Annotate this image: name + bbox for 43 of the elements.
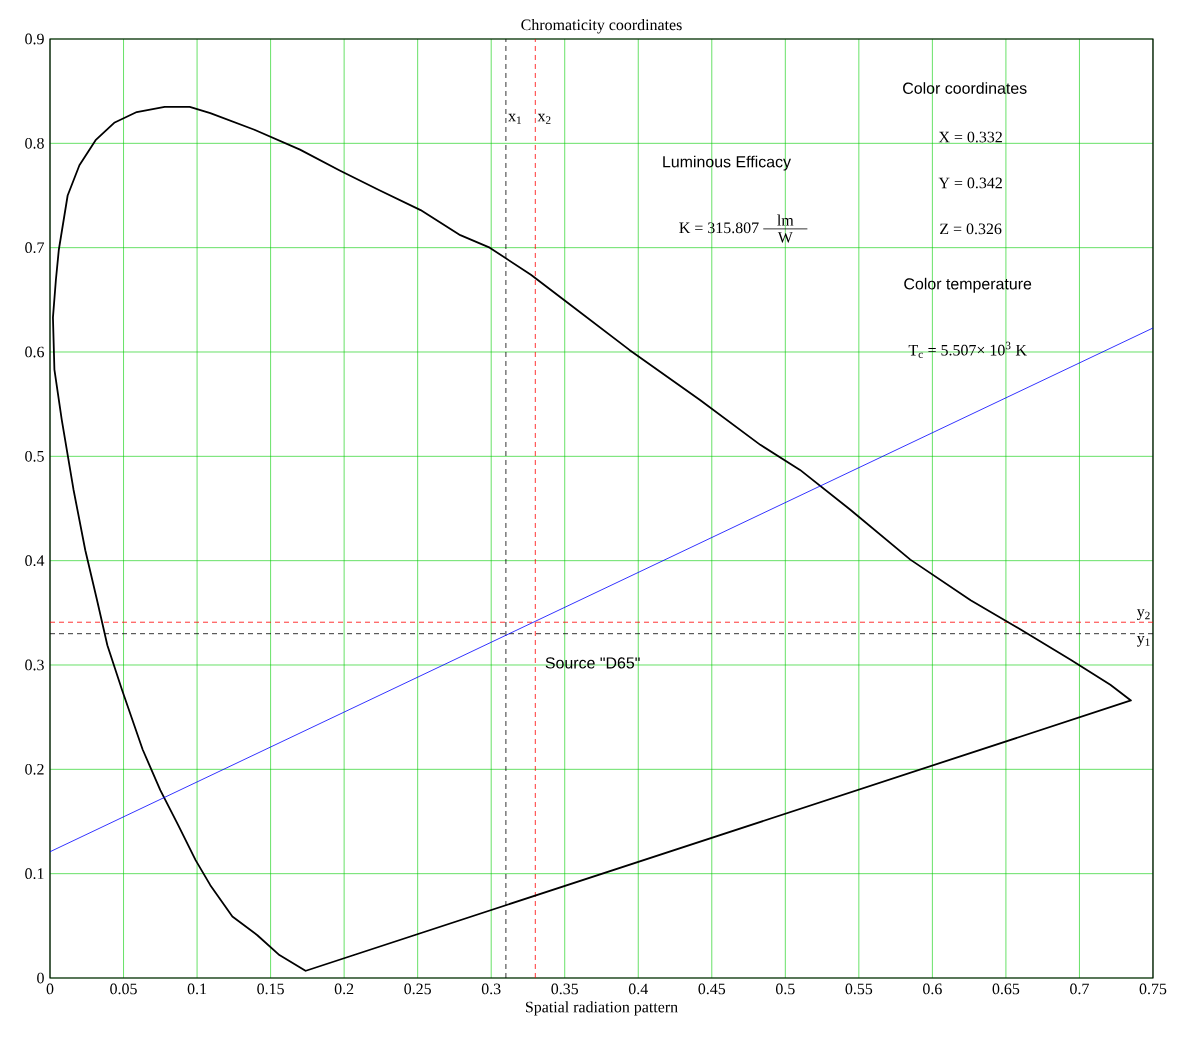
x-tick-label: 0 — [46, 983, 54, 995]
annotation: W — [777, 232, 793, 243]
x-tick-label: 0.05 — [110, 983, 137, 995]
ref-line-label: x$_{2}$ — [537, 113, 551, 124]
y-tick-label: 0.2 — [25, 763, 44, 775]
x-axis-title: Spatial radiation pattern — [525, 1001, 678, 1016]
y-tick-label: 0.3 — [25, 659, 44, 671]
x-tick-label: 0.1 — [187, 983, 207, 995]
y-tick-label: 0.4 — [25, 555, 45, 567]
x-tick-label: 0.45 — [698, 983, 726, 995]
y-tick-label: 0.8 — [25, 137, 44, 149]
y-tick-label: 0.7 — [25, 242, 45, 254]
annotation: Color temperature — [904, 277, 1032, 293]
x-tick-label: 0.3 — [481, 983, 501, 995]
annotation: lm — [777, 214, 794, 226]
x-tick-label: 0.7 — [1070, 983, 1089, 995]
x-tick-label: 0.25 — [404, 983, 431, 995]
annotation: K = 315.807 — [679, 222, 759, 234]
ref-line-label: x$_{1}$ — [508, 113, 521, 124]
y-tick-label: 0 — [37, 972, 44, 984]
annotation: Source "D65" — [545, 657, 640, 669]
x-tick-label: 0.4 — [628, 983, 648, 995]
annotation: Y = 0.342 — [938, 177, 1002, 189]
x-tick-label: 0.5 — [775, 983, 795, 995]
annotation: Color coordinates — [903, 82, 1027, 94]
x-tick-label: 0.2 — [334, 983, 354, 995]
x-tick-label: 0.75 — [1139, 983, 1167, 995]
x-tick-label: 0.55 — [845, 983, 873, 995]
y-tick-label: 0.6 — [25, 346, 45, 358]
x-tick-label: 0.6 — [923, 983, 942, 995]
y-tick-label: 0.5 — [25, 450, 44, 462]
ref-line-label: y$_{1}$ — [1136, 635, 1150, 647]
annotation: T$_{c}$ = 5.507× 10$^{3}$ K — [908, 341, 1027, 359]
x-tick-label: 0.15 — [257, 983, 284, 995]
annotation: Z = 0.326 — [940, 223, 1002, 235]
annotation: Luminous Efficacy — [663, 155, 791, 171]
y-tick-label: 0.1 — [25, 868, 44, 880]
ref-line-label: y$_{2}$ — [1136, 609, 1150, 621]
annotation: X = 0.332 — [938, 131, 1002, 143]
x-tick-label: 0.65 — [992, 983, 1020, 995]
x-tick-label: 0.35 — [551, 983, 579, 995]
y-tick-label: 0.9 — [25, 33, 44, 45]
chart-title: Chromaticity coordinates — [521, 19, 682, 34]
